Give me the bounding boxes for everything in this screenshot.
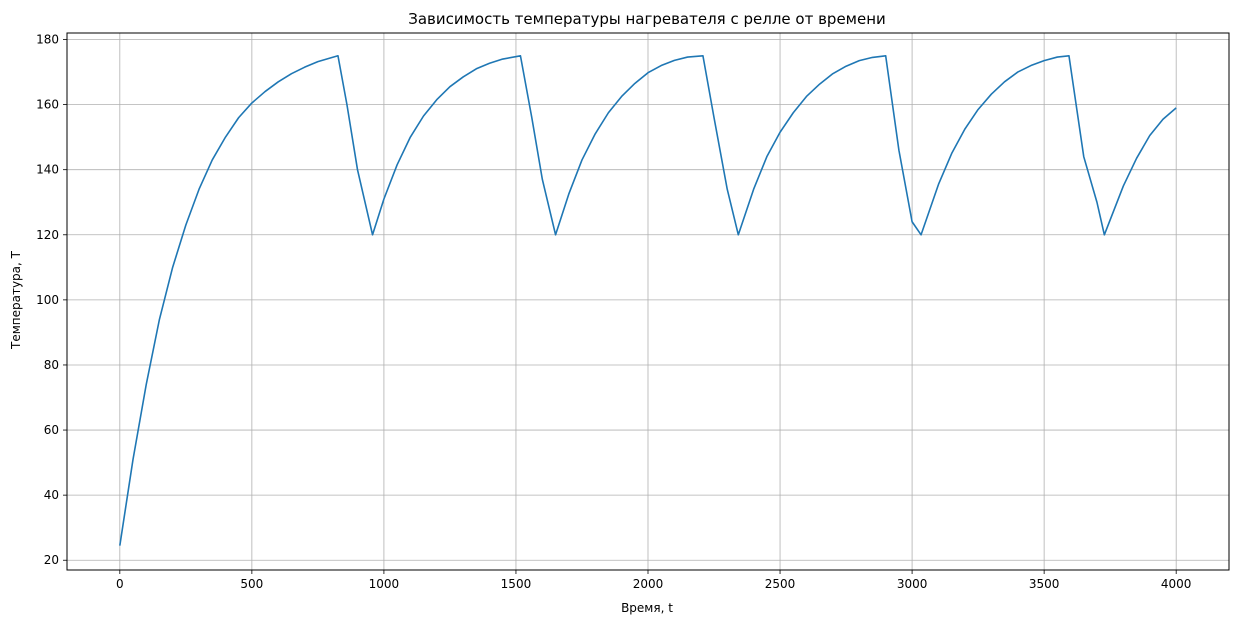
chart-title: Зависимость температуры нагревателя с ре… <box>408 10 886 28</box>
y-axis-label: Температура, T <box>9 250 23 350</box>
x-tick-label: 2500 <box>765 577 796 591</box>
x-tick-label: 1000 <box>369 577 400 591</box>
x-tick-label: 3500 <box>1029 577 1060 591</box>
x-tick-label: 500 <box>240 577 263 591</box>
y-tick-label: 40 <box>44 488 59 502</box>
x-tick-label: 2000 <box>633 577 664 591</box>
y-tick-label: 160 <box>36 98 59 112</box>
y-tick-label: 80 <box>44 358 59 372</box>
y-tick-label: 140 <box>36 163 59 177</box>
y-tick-label: 120 <box>36 228 59 242</box>
grid <box>67 33 1229 570</box>
x-axis-label: Время, t <box>621 601 673 615</box>
y-tick-label: 180 <box>36 33 59 47</box>
y-tick-label: 60 <box>44 423 59 437</box>
y-tick-label: 100 <box>36 293 59 307</box>
temperature-series-line <box>119 54 1177 546</box>
series-layer <box>119 54 1177 546</box>
x-tick-label: 3000 <box>897 577 928 591</box>
x-tick-label: 4000 <box>1161 577 1192 591</box>
x-tick-label: 1500 <box>501 577 532 591</box>
tick-layer: 0 500 1000 1500 2000 2500 3000 3500 4000 20 40 60 80… <box>36 33 1191 591</box>
y-tick-label: 20 <box>44 553 59 567</box>
x-tick-label: 0 <box>116 577 124 591</box>
